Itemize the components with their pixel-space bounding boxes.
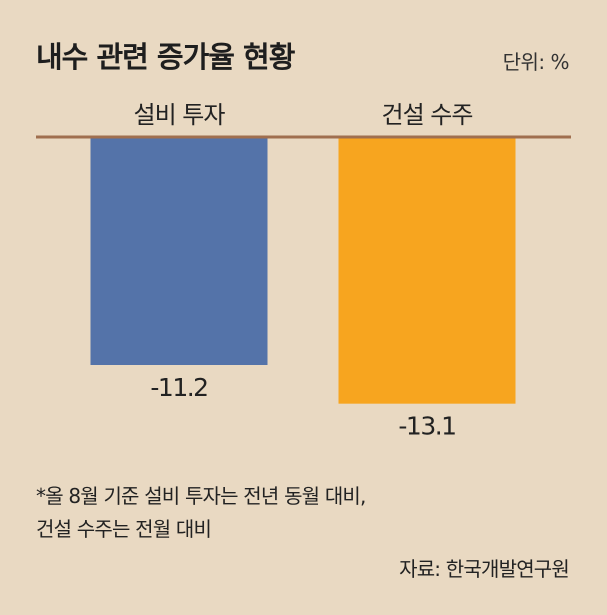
footnote-line-1: *올 8월 기준 설비 투자는 전년 동월 대비, bbox=[36, 484, 366, 508]
category-label-2: 건설 수주 bbox=[382, 101, 473, 129]
category-label-1: 설비 투자 bbox=[134, 101, 226, 129]
value-labels-group: -11.2 -13.1 bbox=[150, 373, 457, 441]
unit-label: 단위: % bbox=[502, 50, 570, 74]
bar-chart: 설비 투자 건설 수주 -11.2 -13.1 bbox=[36, 101, 571, 441]
value-label-2: -13.1 bbox=[398, 412, 455, 441]
footnote-line-2: 건설 수주는 전월 대비 bbox=[36, 517, 212, 541]
bar-2 bbox=[338, 137, 516, 404]
source-note: 자료: 한국개발연구원 bbox=[399, 557, 570, 581]
bars-group bbox=[90, 137, 516, 404]
value-label-1: -11.2 bbox=[150, 373, 207, 402]
category-labels-group: 설비 투자 건설 수주 bbox=[134, 101, 474, 129]
chart-title: 내수 관련 증가율 현황 bbox=[36, 40, 295, 74]
bar-1 bbox=[90, 137, 268, 365]
footnote: *올 8월 기준 설비 투자는 전년 동월 대비, 건설 수주는 전월 대비 bbox=[36, 480, 366, 546]
